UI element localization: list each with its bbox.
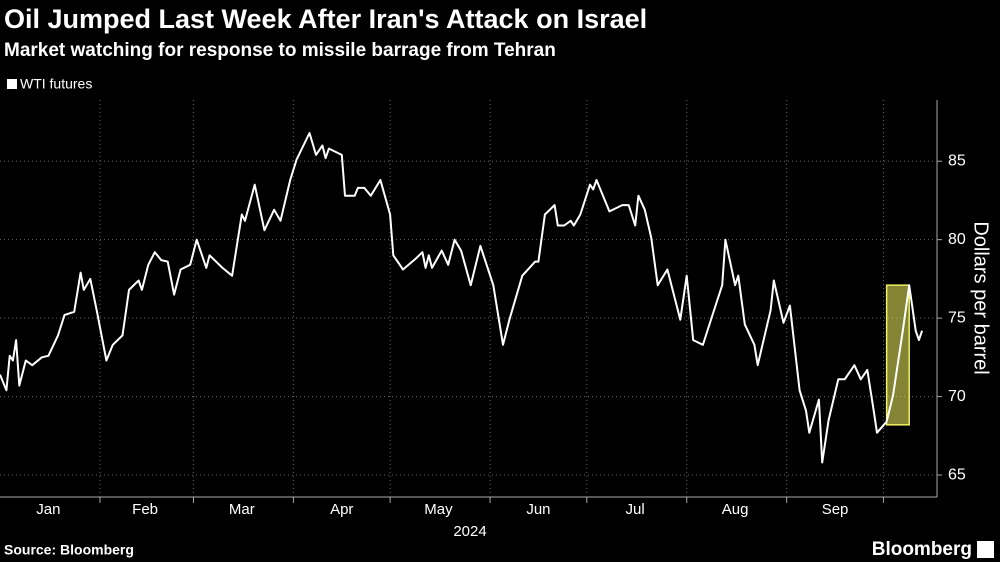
legend-label: WTI futures	[20, 76, 92, 92]
y-axis-label: Dollars per barrel	[970, 221, 992, 374]
chart-title: Oil Jumped Last Week After Iran's Attack…	[4, 4, 647, 34]
x-tick-label: Mar	[229, 501, 255, 518]
x-tick-label: Aug	[722, 501, 749, 518]
x-tick-label: Jul	[626, 501, 645, 518]
x-tick-label: Feb	[132, 501, 158, 518]
line	[0, 132, 924, 464]
x-tick-label: May	[424, 501, 453, 518]
source: Source: Bloomberg	[4, 542, 134, 558]
brand: Bloomberg	[872, 539, 972, 560]
chart-subtitle: Market watching for response to missile …	[4, 40, 556, 61]
x-tick-label: Apr	[330, 501, 353, 518]
x-tick-label: Jun	[526, 501, 550, 518]
x-tick-label: Jan	[36, 501, 60, 518]
x-tick-label: Sep	[822, 501, 849, 518]
y-tick-label: 65	[948, 466, 966, 483]
x-axis-label: 2024	[453, 523, 486, 540]
brand-logo	[977, 541, 994, 558]
y-tick-label: 70	[948, 388, 966, 405]
y-tick-label: 80	[948, 231, 966, 248]
legend-swatch	[7, 79, 17, 89]
y-tick-label: 75	[948, 309, 966, 326]
y-tick-label: 85	[948, 152, 966, 169]
